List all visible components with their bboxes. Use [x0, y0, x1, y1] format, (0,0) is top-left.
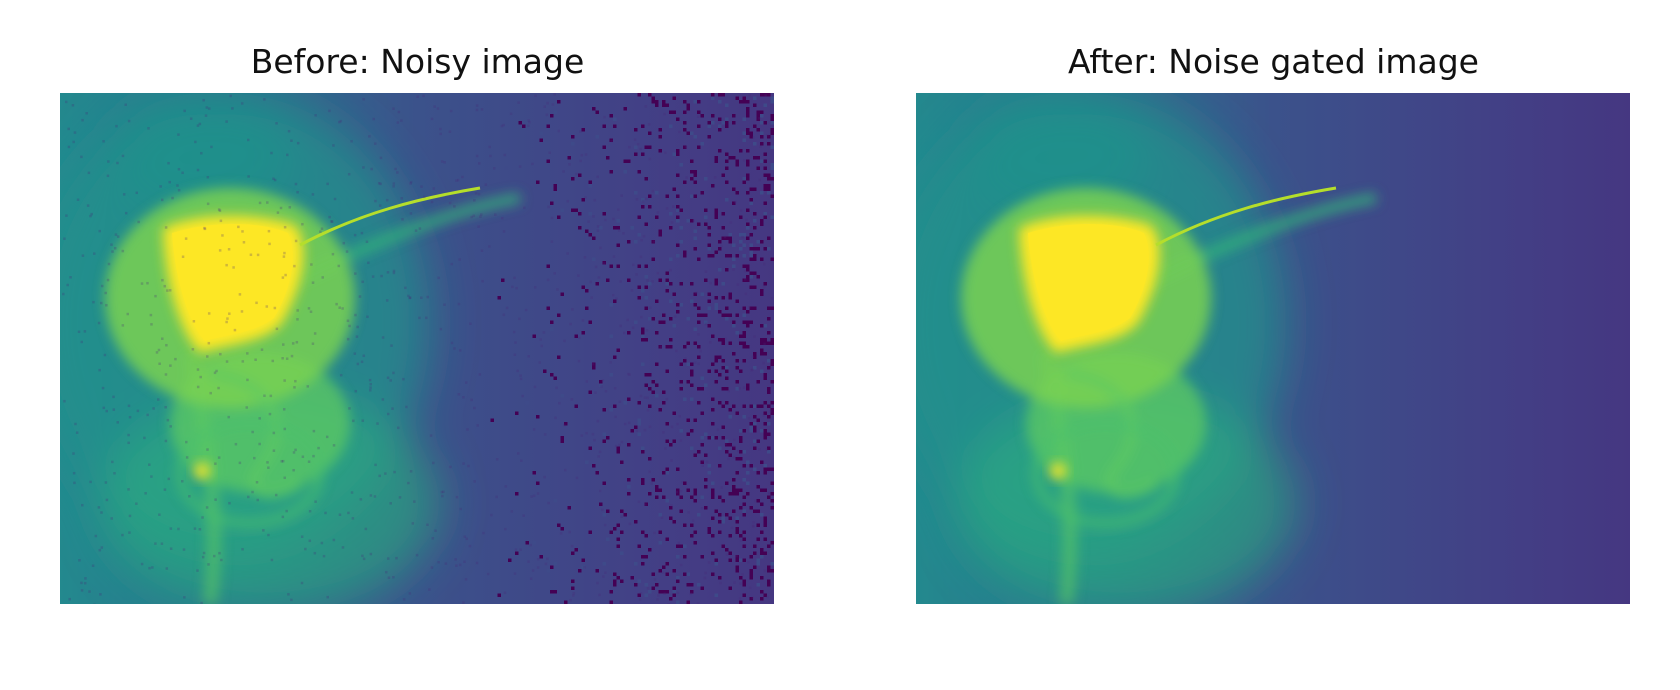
- before-noisy-image: [60, 93, 774, 604]
- after-noise-gated-image: [916, 93, 1630, 604]
- before-panel-title: Before: Noisy image: [250, 42, 585, 81]
- after-panel-title: After: Noise gated image: [1068, 42, 1479, 81]
